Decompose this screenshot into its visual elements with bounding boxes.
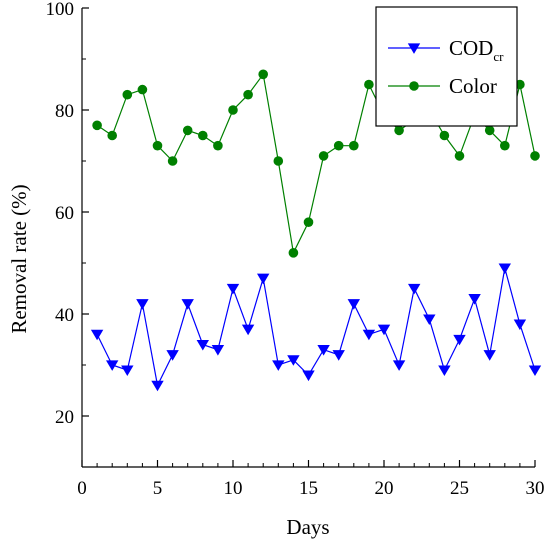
data-point-cod bbox=[347, 299, 360, 310]
data-point-color bbox=[288, 248, 299, 258]
x-tick-label: 15 bbox=[299, 478, 318, 499]
data-point-cod bbox=[498, 263, 511, 274]
data-point-color bbox=[364, 79, 374, 90]
data-point-color bbox=[213, 140, 223, 151]
data-point-cod bbox=[257, 273, 270, 285]
legend-marker-cod bbox=[407, 43, 421, 54]
data-point-color bbox=[484, 125, 495, 136]
data-point-color bbox=[198, 130, 208, 141]
data-point-color bbox=[167, 156, 178, 166]
x-tick-label: 5 bbox=[153, 478, 163, 499]
data-point-color bbox=[258, 69, 269, 80]
series-line-cod bbox=[96, 267, 536, 388]
data-point-color bbox=[243, 89, 253, 100]
data-point-cod bbox=[468, 294, 481, 305]
y-tick-label: 20 bbox=[55, 407, 74, 428]
data-point-color bbox=[333, 140, 344, 151]
data-point-color bbox=[394, 125, 404, 136]
data-point-color bbox=[92, 120, 102, 131]
data-point-cod bbox=[196, 339, 209, 351]
data-point-color bbox=[500, 140, 510, 151]
x-tick-label: 30 bbox=[526, 478, 545, 499]
y-axis-label: Removal rate (%) bbox=[7, 184, 31, 333]
data-point-cod bbox=[302, 370, 315, 382]
y-tick-label: 40 bbox=[55, 305, 74, 326]
data-point-color bbox=[228, 105, 238, 115]
data-point-cod bbox=[226, 283, 240, 295]
x-tick-label: 25 bbox=[450, 478, 469, 499]
data-point-color bbox=[318, 151, 329, 161]
data-point-cod bbox=[377, 324, 391, 336]
legend: CODcr Color bbox=[375, 6, 518, 127]
data-point-cod bbox=[317, 345, 330, 356]
legend-label-cod: CODcr bbox=[449, 36, 504, 64]
data-point-color bbox=[137, 84, 148, 95]
data-point-cod bbox=[151, 380, 164, 392]
data-point-color bbox=[152, 140, 163, 151]
data-point-cod bbox=[181, 299, 194, 310]
data-point-cod bbox=[136, 299, 149, 310]
y-tick-label: 100 bbox=[46, 0, 75, 20]
x-axis-label: Days bbox=[286, 515, 329, 539]
data-point-color bbox=[273, 156, 284, 166]
data-point-cod bbox=[332, 350, 345, 361]
y-tick-label: 60 bbox=[55, 203, 74, 224]
x-tick-label: 20 bbox=[375, 478, 394, 499]
data-point-cod bbox=[121, 365, 134, 376]
data-point-color bbox=[122, 89, 133, 100]
legend-label-color: Color bbox=[449, 74, 497, 98]
data-point-cod bbox=[528, 365, 542, 376]
legend-subscript: cr bbox=[493, 49, 504, 64]
data-point-color bbox=[454, 151, 465, 161]
data-point-color bbox=[349, 140, 359, 151]
data-point-cod bbox=[483, 350, 496, 361]
y-tick-label: 80 bbox=[55, 101, 74, 122]
data-point-cod bbox=[513, 319, 527, 331]
legend-box bbox=[375, 6, 518, 127]
data-point-color bbox=[530, 151, 540, 161]
legend-marker-color bbox=[409, 81, 419, 91]
axes: 0 5 10 15 20 25 30 20 40 60 80 100 bbox=[46, 0, 545, 499]
data-point-cod bbox=[392, 360, 406, 371]
data-point-color bbox=[182, 125, 193, 136]
data-point-cod bbox=[438, 365, 451, 376]
data-point-color bbox=[107, 130, 117, 141]
data-point-cod bbox=[453, 334, 466, 346]
data-point-cod bbox=[106, 360, 119, 371]
data-point-color bbox=[439, 130, 450, 141]
data-point-cod bbox=[423, 314, 436, 325]
x-tick-label: 0 bbox=[77, 478, 87, 499]
data-point-cod bbox=[241, 324, 255, 336]
data-point-cod bbox=[166, 350, 179, 361]
data-point-cod bbox=[272, 360, 285, 371]
data-point-cod bbox=[90, 329, 104, 341]
data-point-cod bbox=[362, 329, 376, 341]
data-point-color bbox=[303, 217, 314, 227]
data-point-cod bbox=[211, 345, 225, 356]
data-point-cod bbox=[287, 355, 300, 366]
x-tick-label: 10 bbox=[224, 478, 243, 499]
data-point-cod bbox=[408, 283, 421, 295]
